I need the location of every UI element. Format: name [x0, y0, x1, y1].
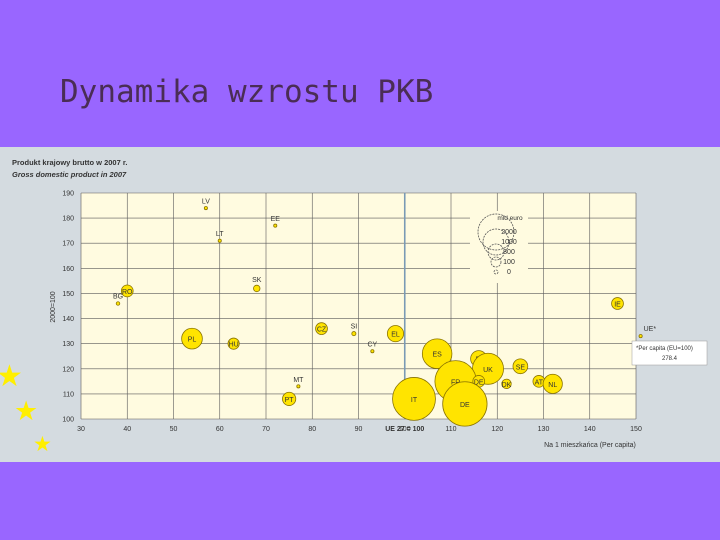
- bubble-ee: [273, 223, 278, 228]
- point-label: DE: [474, 379, 484, 386]
- bubble-ro: [120, 284, 134, 298]
- x-tick-label: 40: [123, 426, 131, 433]
- y-tick-label: 110: [63, 391, 74, 398]
- size-legend-circle: [490, 256, 502, 268]
- point-label: HU: [229, 342, 239, 349]
- y-tick-label: 170: [62, 241, 74, 248]
- point-label: PL: [188, 337, 197, 344]
- point-label: BG: [113, 294, 123, 301]
- bubble-es: [421, 338, 453, 369]
- x-tick-label: 80: [308, 426, 316, 433]
- point-label: UK: [483, 367, 493, 374]
- x-tick-label: 70: [262, 426, 270, 433]
- y-tick-label: 160: [62, 266, 74, 273]
- bubble-chart: Produkt krajowy brutto w 2007 r. Gross d…: [12, 158, 708, 449]
- star-icon: ★: [14, 396, 39, 427]
- size-legend-value: 300: [503, 249, 515, 256]
- x-tick-label: 50: [170, 426, 178, 433]
- bubble-it: [392, 377, 436, 421]
- star-icon: ★: [0, 359, 23, 394]
- bubble-dk: [501, 378, 512, 389]
- bubble-pl: [181, 327, 203, 350]
- size-legend-value: 1000: [501, 239, 517, 246]
- point-label: IE: [614, 301, 621, 308]
- point-label: CY: [368, 342, 378, 349]
- point-label: SI: [351, 324, 358, 331]
- size-legend-circle: [482, 228, 510, 256]
- point-label: MT: [293, 377, 304, 384]
- slide-title: Dynamika wzrostu PKB: [60, 74, 434, 110]
- y-tick-label: 180: [62, 216, 74, 223]
- point-label: CZ: [317, 327, 327, 334]
- x-tick-label: 140: [584, 426, 596, 433]
- bubble-nl: [542, 373, 563, 394]
- bubble-si: [351, 331, 357, 337]
- point-label: EL: [391, 332, 400, 339]
- bubble-bg: [115, 301, 121, 306]
- y-tick-label: 140: [62, 316, 74, 323]
- y-tick-label: 190: [62, 191, 74, 198]
- star-icon: ★: [33, 432, 52, 456]
- bubble-cy: [370, 349, 375, 354]
- point-label: LT: [216, 231, 224, 238]
- point-label: SK: [252, 277, 262, 284]
- chart-title: Produkt krajowy brutto w 2007 r.: [12, 158, 127, 167]
- x-tick-label: 120: [491, 426, 503, 433]
- x-tick-label: 110: [445, 426, 456, 433]
- eu-note-text: *Per capita (EU=100): [636, 346, 693, 352]
- bubble-hu: [227, 337, 240, 350]
- eu-note-box: [631, 340, 708, 366]
- bubble-cz: [315, 322, 328, 335]
- bubble-el: [386, 325, 405, 343]
- bubble-ue: [638, 334, 643, 339]
- size-legend-value: 100: [503, 259, 515, 266]
- bubble-de: [442, 381, 488, 427]
- bubble-pt: [282, 391, 297, 406]
- point-label: SE: [516, 364, 526, 371]
- size-legend-value: 0: [507, 269, 511, 276]
- point-label: DE: [460, 402, 470, 409]
- bubble-lv: [203, 206, 208, 211]
- x-tick-label: 60: [216, 426, 224, 433]
- size-legend-circle: [493, 269, 499, 275]
- point-label: LV: [202, 198, 210, 205]
- size-legend-circle: [477, 213, 515, 251]
- y-tick-label: 120: [62, 366, 74, 373]
- bubble-sk: [253, 284, 261, 293]
- size-legend-unit: mld euro: [497, 215, 523, 222]
- point-label: DK: [502, 382, 512, 389]
- bubble-lt: [217, 238, 222, 243]
- point-label: UE*: [644, 326, 657, 333]
- eu-reference-label: UE 27 = 100: [385, 426, 424, 433]
- chart-subtitle: Gross domestic product in 2007: [12, 170, 127, 179]
- x-tick-label: 30: [77, 426, 85, 433]
- y-tick-label: 130: [62, 341, 74, 348]
- chart-figure: Produkt krajowy brutto w 2007 r. Gross d…: [0, 147, 720, 462]
- point-label: FR: [451, 379, 460, 386]
- eu-note-value: 278.4: [662, 356, 678, 362]
- x-tick-label: 90: [355, 426, 363, 433]
- bubble-mt: [296, 384, 301, 389]
- point-label: EE: [271, 216, 281, 223]
- size-legend-value: 2000: [501, 229, 517, 236]
- y-axis-label: 2000=100: [50, 291, 57, 322]
- point-label: IT: [411, 397, 418, 404]
- y-tick-label: 100: [62, 417, 74, 424]
- size-legend-box: [470, 211, 528, 283]
- x-tick-label: 130: [538, 426, 550, 433]
- size-legend-circle: [487, 243, 505, 261]
- bubble-se: [512, 358, 529, 375]
- x-axis-label: Na 1 mieszkańca (Per capita): [544, 442, 636, 449]
- point-label: NL: [548, 382, 557, 389]
- x-tick-label: 150: [630, 426, 642, 433]
- point-label: ES: [432, 352, 442, 359]
- point-label: RO: [122, 289, 133, 296]
- bubble-ie: [611, 297, 624, 310]
- x-tick-label: 100: [399, 426, 411, 433]
- point-label: PT: [285, 397, 295, 404]
- y-tick-label: 150: [62, 291, 74, 298]
- point-label: AT: [535, 379, 544, 386]
